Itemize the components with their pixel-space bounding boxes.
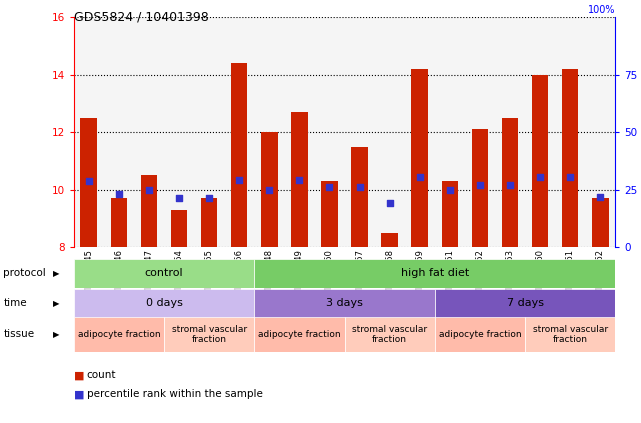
Bar [351,147,368,247]
Bar [435,317,525,352]
Bar [442,181,458,247]
Bar [525,317,615,352]
Point [565,173,576,180]
Point [234,176,244,183]
Bar [412,69,428,247]
Bar [562,69,578,247]
Point [505,182,515,189]
Text: adipocyte fraction: adipocyte fraction [78,330,160,339]
Point [475,182,485,189]
Point [144,187,154,193]
Bar [261,132,278,247]
Bar [140,176,157,247]
Text: control: control [145,268,183,278]
Text: stromal vascular
fraction: stromal vascular fraction [352,325,428,344]
Bar [254,259,615,288]
Bar [532,74,549,247]
Bar [111,198,127,247]
Point [354,184,365,190]
Text: 0 days: 0 days [146,298,183,308]
Bar [381,233,398,247]
Text: high fat diet: high fat diet [401,268,469,278]
Text: adipocyte fraction: adipocyte fraction [438,330,521,339]
Bar [502,118,519,247]
Text: 7 days: 7 days [506,298,544,308]
Point [415,173,425,180]
Bar [321,181,338,247]
Bar [171,210,187,247]
Text: ▶: ▶ [53,269,60,278]
Text: time: time [3,298,27,308]
Point [535,173,545,180]
Text: 3 days: 3 days [326,298,363,308]
Text: ▶: ▶ [53,299,60,308]
Bar [74,259,254,288]
Bar [345,317,435,352]
Text: count: count [87,370,116,380]
Point [324,184,335,190]
Text: ■: ■ [74,389,84,399]
Bar [231,63,247,247]
Bar [291,112,308,247]
Bar [254,289,435,318]
Point [294,176,304,183]
Text: 100%: 100% [588,5,615,15]
Bar [435,289,615,318]
Point [445,187,455,193]
Point [385,199,395,206]
Text: adipocyte fraction: adipocyte fraction [258,330,341,339]
Text: GDS5824 / 10401398: GDS5824 / 10401398 [74,11,208,24]
Bar [164,317,254,352]
Text: tissue: tissue [3,330,35,339]
Point [174,195,184,202]
Text: ■: ■ [74,370,84,380]
Point [204,195,214,202]
Text: protocol: protocol [3,268,46,278]
Bar [254,317,345,352]
Bar [592,198,608,247]
Text: percentile rank within the sample: percentile rank within the sample [87,389,262,399]
Point [83,178,94,184]
Bar [201,198,217,247]
Bar [472,129,488,247]
Bar [74,289,254,318]
Text: stromal vascular
fraction: stromal vascular fraction [172,325,247,344]
Point [595,194,606,201]
Bar [81,118,97,247]
Text: stromal vascular
fraction: stromal vascular fraction [533,325,608,344]
Text: ▶: ▶ [53,330,60,339]
Point [264,187,274,193]
Point [113,191,124,198]
Bar [74,317,164,352]
